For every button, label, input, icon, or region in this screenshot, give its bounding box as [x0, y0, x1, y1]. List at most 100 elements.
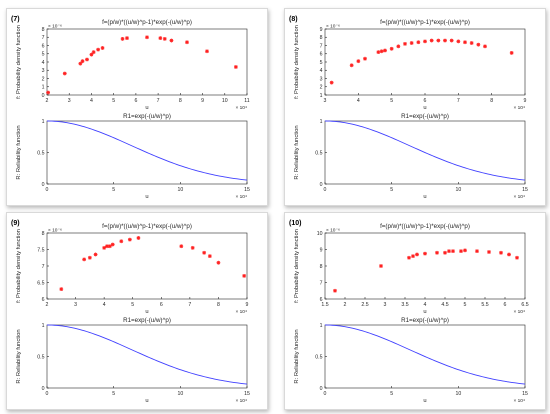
- y-tick-label: 1: [320, 323, 323, 329]
- data-point-stroke: [383, 48, 387, 53]
- data-point-stroke: [449, 38, 454, 43]
- data-point-stroke: [451, 249, 455, 253]
- data-point: [87, 255, 92, 260]
- data-point-stroke: [443, 251, 447, 255]
- x-tick-label: 2: [344, 302, 347, 308]
- data-point: [80, 59, 85, 64]
- scatter-axes-box: [46, 232, 248, 300]
- data-point-stroke: [145, 35, 149, 39]
- data-point-stroke: [507, 252, 511, 257]
- data-point-stroke: [63, 71, 67, 76]
- data-point-stroke: [409, 41, 414, 45]
- data-point-stroke: [93, 252, 98, 257]
- data-point-stroke: [163, 37, 167, 41]
- y-tick-label: 8: [42, 27, 45, 33]
- x-tick-label: 10: [455, 187, 461, 193]
- data-point: [416, 40, 421, 45]
- data-point-stroke: [108, 244, 112, 248]
- x-tick-label: 5: [112, 98, 115, 104]
- y-tick-label: 0.5: [37, 150, 44, 156]
- data-point: [120, 37, 125, 41]
- data-point-stroke: [110, 242, 115, 247]
- x-tick-label: 7: [188, 302, 191, 308]
- scatter-title: f=(p/w)*((u/w)^p-1)*exp(-(u/w)^p): [102, 223, 192, 230]
- data-point: [125, 36, 129, 40]
- y-tick-label: 4: [42, 60, 45, 66]
- y-axis-label: R: Reliability function: [16, 125, 22, 179]
- data-point-stroke: [423, 39, 427, 44]
- data-point: [329, 80, 334, 85]
- scatter-axes-box: [324, 232, 526, 300]
- panel-label: (8): [289, 16, 298, 23]
- x-tick-label: 2.5: [361, 302, 368, 308]
- y-tick-label: 8: [320, 264, 323, 270]
- data-point: [509, 51, 514, 55]
- y-tick-label: 3: [320, 76, 323, 82]
- data-point: [216, 260, 221, 265]
- y-tick-label: 7: [42, 264, 45, 270]
- data-point: [136, 236, 141, 240]
- data-point-stroke: [411, 254, 415, 258]
- figure-svg-8: (8) f=(p/w)*((u/w)^p-1)*exp(-(u/w)^p) 3 4 5 6…: [289, 16, 528, 200]
- data-point: [451, 249, 455, 254]
- x-tick-label: 15: [522, 187, 528, 193]
- data-point-stroke: [349, 63, 354, 68]
- y-tick-label: 8: [42, 231, 45, 237]
- x-tick-label: 3.5: [401, 302, 408, 308]
- x-tick-label: 7: [457, 98, 460, 104]
- data-point: [202, 250, 207, 255]
- data-point: [409, 41, 414, 45]
- data-point: [169, 38, 174, 43]
- data-point-stroke: [82, 257, 86, 262]
- line-title: R1=exp(-(u/w)^p): [401, 317, 449, 324]
- y-tick-label: 1: [320, 119, 323, 125]
- data-point-stroke: [80, 59, 85, 63]
- x-tick-label: 5.5: [481, 302, 488, 308]
- x-tick-label: 6: [424, 98, 427, 104]
- y-tick-label: 6.5: [37, 280, 44, 286]
- x-tick-label: 3: [74, 302, 77, 308]
- x-tick-label: 8: [217, 302, 220, 308]
- x-tick-label: 3: [324, 98, 327, 104]
- y-tick-label: 5: [42, 52, 45, 58]
- y-tick-label: 4: [320, 68, 323, 74]
- data-point-stroke: [463, 248, 467, 253]
- figure-svg-7: (7) f=(p/w)*((u/w)^p-1)*exp(-(u/w)^p) 2 3 4 5…: [11, 16, 250, 200]
- data-point-stroke: [389, 47, 394, 51]
- data-point-stroke: [436, 38, 441, 43]
- data-point-stroke: [128, 237, 132, 242]
- x-tick-label: 6: [504, 302, 507, 308]
- x-tick-label: 9: [246, 302, 249, 308]
- line-title: R1=exp(-(u/w)^p): [123, 317, 171, 324]
- data-point: [207, 254, 212, 258]
- x-axis-label: u: [145, 105, 148, 111]
- y-tick-label: 9: [320, 247, 323, 253]
- x-tick-label: 15: [522, 391, 528, 397]
- data-point: [205, 49, 209, 54]
- data-point-stroke: [376, 50, 381, 54]
- scatter-title: f=(p/w)*((u/w)^p-1)*exp(-(u/w)^p): [102, 19, 192, 26]
- x-tick-label: 5: [131, 302, 134, 308]
- x-axis-label: u: [423, 398, 426, 404]
- data-point: [443, 250, 447, 255]
- x-tick-label: 10: [177, 391, 183, 397]
- data-point-stroke: [333, 289, 337, 293]
- data-point: [415, 252, 419, 257]
- data-point-stroke: [379, 264, 383, 268]
- y-tick-label: 8: [320, 35, 323, 41]
- y-tick-label: 6: [320, 297, 323, 303]
- data-point-stroke: [96, 47, 100, 52]
- data-point: [379, 49, 384, 54]
- data-point-stroke: [459, 249, 463, 253]
- data-point-stroke: [463, 40, 467, 44]
- data-point-stroke: [356, 59, 361, 63]
- data-point: [449, 38, 454, 43]
- data-point-stroke: [329, 80, 334, 85]
- data-point-stroke: [487, 250, 491, 254]
- data-point-stroke: [158, 36, 163, 40]
- data-point: [379, 264, 383, 268]
- data-point-stroke: [185, 40, 189, 44]
- y-tick-label: 0.5: [37, 354, 44, 360]
- panel-label: (10): [289, 220, 301, 227]
- x-tick-label: 5: [112, 187, 115, 193]
